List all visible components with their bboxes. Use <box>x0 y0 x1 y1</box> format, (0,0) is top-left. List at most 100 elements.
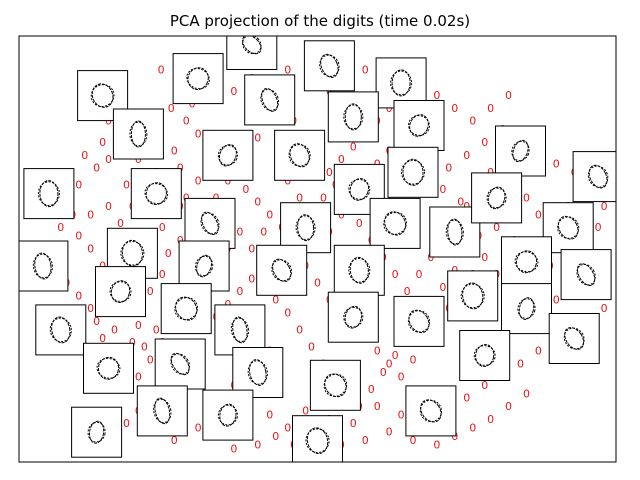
digit-point: 0 <box>374 400 381 413</box>
digit-point: 0 <box>254 196 261 209</box>
digit-point: 0 <box>135 319 142 332</box>
digit-point: 0 <box>189 98 196 111</box>
digit-thumbnail <box>172 53 224 105</box>
digit-thumbnail <box>560 249 612 301</box>
digit-point: 0 <box>469 421 476 434</box>
digit-point: 0 <box>362 434 369 447</box>
digit-thumbnail <box>572 151 616 203</box>
digit-point: 0 <box>93 162 100 175</box>
digit-thumbnail <box>95 266 146 318</box>
digit-point: 0 <box>99 260 106 273</box>
digit-point: 0 <box>553 294 560 307</box>
digit-point: 0 <box>135 370 142 383</box>
digit-point: 0 <box>153 323 160 336</box>
digit-point: 0 <box>439 183 446 196</box>
digit-point: 0 <box>386 358 393 371</box>
digit-point: 0 <box>487 166 494 179</box>
digit-point: 0 <box>380 366 387 379</box>
digit-point: 0 <box>99 332 106 345</box>
digit-point: 0 <box>350 140 357 153</box>
digit-thumbnail <box>447 270 499 322</box>
digit-thumbnail <box>471 172 523 224</box>
digit-point: 0 <box>230 85 237 98</box>
digit-point: 0 <box>487 413 494 426</box>
digit-point: 0 <box>398 409 405 422</box>
digit-point: 0 <box>481 136 488 149</box>
digit-thumbnail <box>71 406 123 458</box>
digit-point: 0 <box>171 145 178 158</box>
digit-point: 0 <box>195 128 202 141</box>
digit-point: 0 <box>105 153 112 166</box>
digit-point: 0 <box>236 226 243 239</box>
digit-thumbnail <box>83 342 134 394</box>
digit-point: 0 <box>320 191 327 204</box>
digit-thumbnail <box>136 385 188 437</box>
digit-point: 0 <box>445 162 452 175</box>
axes-frame <box>18 35 617 463</box>
digit-thumbnail <box>405 385 457 437</box>
digit-point: 0 <box>350 417 357 430</box>
digit-point: 0 <box>433 89 440 102</box>
digit-point: 0 <box>81 149 88 162</box>
digit-point: 0 <box>254 439 261 452</box>
digit-point: 0 <box>535 345 542 358</box>
digit-point: 0 <box>374 157 381 170</box>
digit-point: 0 <box>338 153 345 166</box>
digit-point: 0 <box>410 434 417 447</box>
digit-thumbnail <box>309 359 361 411</box>
digit-point: 0 <box>314 277 321 290</box>
digit-point: 0 <box>457 196 464 209</box>
digit-point: 0 <box>481 379 488 392</box>
digit-point: 0 <box>505 89 512 102</box>
digit-point: 0 <box>439 281 446 294</box>
digit-point: 0 <box>254 132 261 145</box>
digit-point: 0 <box>296 323 303 336</box>
digit-point: 0 <box>481 251 488 264</box>
digit-point: 0 <box>308 341 315 354</box>
digit-point: 0 <box>535 208 542 221</box>
digit-thumbnail <box>393 100 445 151</box>
digit-point: 0 <box>392 268 399 281</box>
digit-point: 0 <box>463 149 470 162</box>
digit-point: 0 <box>302 404 309 417</box>
thumbnails-layer <box>19 36 616 462</box>
digit-thumbnail <box>130 168 182 220</box>
digit-thumbnail <box>501 236 552 288</box>
digit-point: 0 <box>87 243 94 256</box>
digit-thumbnail <box>19 240 69 292</box>
digit-point: 0 <box>517 358 524 371</box>
digit-point: 0 <box>463 392 470 405</box>
digit-thumbnail <box>280 202 332 254</box>
digit-point: 0 <box>195 421 202 434</box>
digit-point: 0 <box>469 115 476 128</box>
digit-point: 0 <box>123 179 130 192</box>
digit-point: 0 <box>87 208 94 221</box>
digit-point: 0 <box>553 157 560 170</box>
digit-thumbnail <box>369 197 421 249</box>
chart-title: PCA projection of the digits (time 0.02s… <box>169 12 471 30</box>
digit-point: 0 <box>99 136 106 149</box>
digit-point: 0 <box>386 426 393 439</box>
digit-thumbnail <box>35 304 87 356</box>
digit-thumbnail <box>256 244 308 296</box>
digit-point: 0 <box>601 302 608 315</box>
digit-point: 0 <box>493 221 500 234</box>
digit-point: 0 <box>392 349 399 362</box>
digit-thumbnail <box>327 291 379 343</box>
digit-point: 0 <box>117 217 124 230</box>
digit-thumbnail <box>244 74 296 126</box>
digit-point: 0 <box>284 64 291 77</box>
digit-thumbnail <box>178 240 230 292</box>
digit-point: 0 <box>284 306 291 319</box>
digit-point: 0 <box>105 115 112 128</box>
digit-point: 0 <box>266 208 273 221</box>
digit-point: 0 <box>326 166 333 179</box>
digit-thumbnail <box>202 129 254 181</box>
digit-point: 0 <box>451 102 458 115</box>
digit-thumbnail <box>501 283 552 335</box>
digit-point: 0 <box>487 102 494 115</box>
digit-thumbnail <box>226 36 278 70</box>
digit-point: 0 <box>272 294 279 307</box>
digit-point: 0 <box>451 264 458 277</box>
